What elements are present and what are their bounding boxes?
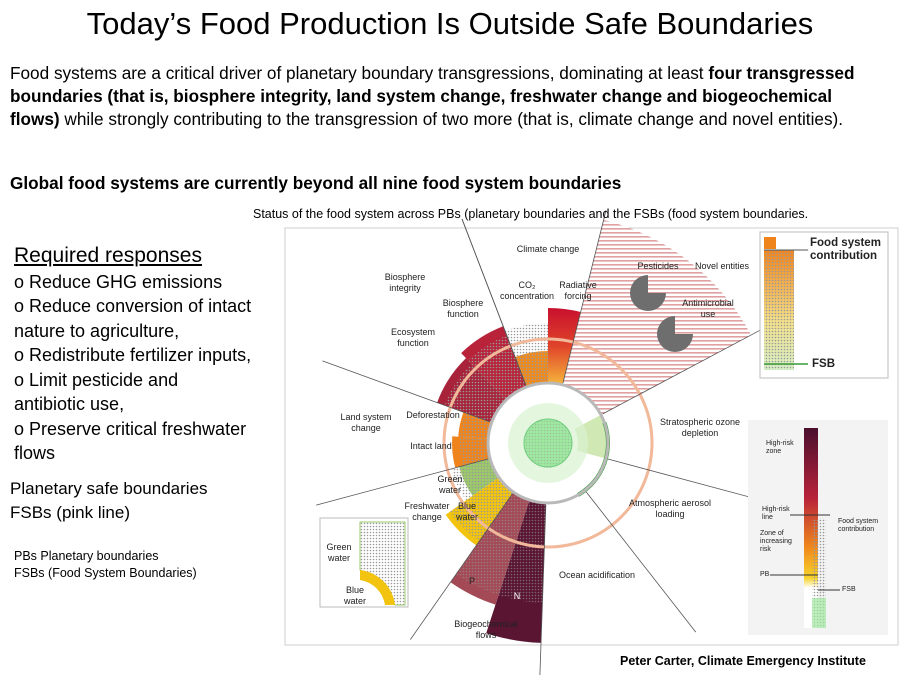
legend-label: Food system contribution — [838, 518, 879, 533]
centre-dots — [524, 419, 572, 467]
sector-label: Green water — [437, 474, 463, 495]
sector-label: Freshwater change — [404, 501, 450, 522]
response-item: o Reduce GHG emissions — [14, 271, 223, 292]
abbreviations: PBs Planetary boundaries FSBs (Food Syst… — [14, 548, 197, 582]
figure-caption: Status of the food system across PBs (pl… — [253, 207, 809, 221]
divider — [602, 329, 761, 415]
legend-hatch — [764, 250, 794, 370]
sector-label: Antimicrobial use — [682, 298, 734, 319]
sector-label: Stratospheric ozone depletion — [659, 417, 741, 438]
legend-label: High-risk zone — [766, 440, 794, 455]
pesticide-icon — [630, 275, 666, 311]
sector-label: Ocean acidification — [558, 570, 636, 580]
sector-label: Radiative forcing — [559, 280, 597, 301]
note: FSBs (pink line) — [10, 503, 130, 522]
sector-label: Pesticides — [637, 261, 679, 271]
response-item: o Redistribute fertilizer inputs, — [14, 345, 252, 365]
abbreviation: PBs Planetary boundaries — [14, 549, 159, 563]
note: Planetary safe boundaries — [10, 479, 208, 498]
responses: Required responses o Reduce GHG emission… — [14, 244, 279, 466]
risk-green — [812, 598, 826, 628]
sector-label: Biosphere integrity — [384, 272, 426, 293]
biogeo-hatch — [456, 492, 546, 603]
biosphere-hatch — [468, 335, 527, 400]
divider — [539, 504, 547, 675]
divider — [461, 218, 527, 386]
response-item: o Limit pesticide and antibiotic use, — [14, 369, 179, 415]
sector-label: Novel entities — [694, 261, 750, 271]
intro-text: Food systems are a critical driver of pl… — [10, 63, 709, 83]
notes: Planetary safe boundaries FSBs (pink lin… — [10, 477, 208, 525]
land-hatch — [460, 412, 492, 466]
ecosystem-hatch — [444, 363, 507, 423]
sector-label: Land system change — [340, 412, 392, 433]
fsb-ring — [442, 337, 654, 549]
antimicrobial-icon — [657, 316, 693, 352]
sector-label: Biogeochemical flows — [454, 619, 518, 640]
divider — [316, 458, 489, 506]
credit: Peter Carter, Climate Emergency Institut… — [620, 654, 866, 668]
legend-label: PB — [760, 571, 770, 578]
responses-heading: Required responses — [14, 244, 202, 267]
radiative-wedge — [548, 308, 581, 385]
legend-label: High-risk line — [762, 506, 790, 521]
legend-label: FSB — [842, 586, 856, 593]
intro: Food systems are a critical driver of pl… — [10, 62, 880, 131]
legend-label: Food system contribution — [810, 237, 881, 262]
legend-label: Zone of increasing risk — [760, 530, 792, 553]
green-water-hatch — [451, 458, 499, 501]
blue-water-hatch — [449, 477, 514, 542]
sector-label: Atmospheric aerosol loading — [628, 498, 712, 519]
divider — [410, 493, 513, 640]
sector-label: CO₂ concentration — [499, 280, 555, 301]
inner-ring — [486, 381, 610, 505]
inset-blue — [360, 570, 395, 605]
divider — [585, 491, 697, 633]
legend-label: FSB — [812, 358, 835, 370]
sector-label: Blue water — [455, 501, 478, 522]
title: Today’s Food Production Is Outside Safe … — [86, 6, 814, 41]
sector-label: P — [468, 576, 476, 586]
novel-entities-wedge — [562, 219, 752, 415]
divider — [322, 360, 490, 423]
sector-label: N — [513, 591, 521, 601]
sector-label: Intact land — [410, 441, 452, 451]
intro-text: while strongly contributing to the trans… — [59, 109, 844, 129]
sector-label: Biosphere function — [442, 298, 484, 319]
legend-swatch — [764, 237, 776, 249]
inset-label: Blue water — [343, 585, 366, 606]
inset-label: Green water — [326, 542, 352, 563]
sector-label: Ecosystem function — [390, 327, 435, 348]
response-item: o Preserve critical freshwater flows — [14, 418, 247, 464]
sector-label: Deforestation — [406, 410, 460, 420]
boundary-wheel — [316, 210, 780, 675]
intro-bold: four transgressed boundaries (that is, b… — [10, 63, 855, 129]
response-item: o Reduce conversion of intact nature to … — [14, 296, 252, 341]
divider — [562, 210, 607, 383]
abbreviation: FSBs (Food System Boundaries) — [14, 566, 197, 580]
sector-label: Climate change — [516, 244, 580, 254]
subheading: Global food systems are currently beyond… — [10, 173, 622, 193]
